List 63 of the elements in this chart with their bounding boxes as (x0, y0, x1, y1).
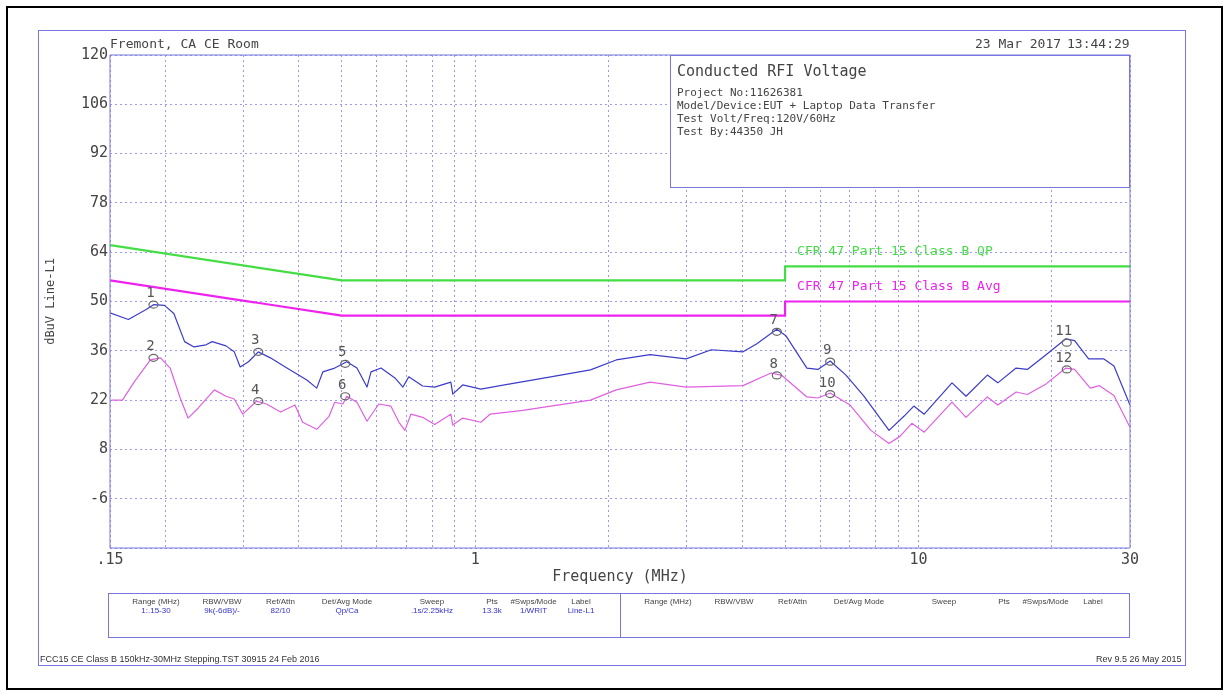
annotation: Project No:11626381 (677, 86, 804, 99)
y-tick-label: 22 (89, 389, 108, 408)
text: 23 Mar 2017 (975, 36, 1062, 51)
y-tick-label: 92 (89, 143, 108, 162)
annotation: 3 (251, 331, 260, 348)
text: Pts (485, 597, 499, 606)
text: #Swps/Mode (1021, 597, 1070, 606)
series-label: CFR 47 Part 15 Class B Avg (797, 278, 1001, 294)
text: Label (570, 597, 592, 606)
annotation: 2 (146, 337, 155, 354)
text: Rev 9.5 26 May 2015 (1096, 654, 1182, 664)
x-tick-label: 10 (909, 549, 928, 568)
text: Range (MHz) (131, 597, 181, 606)
text: RBW/VBW (201, 597, 243, 606)
text: Range (MHz) (643, 597, 693, 606)
y-axis-title: dBuV Line-L1 (43, 258, 58, 345)
text: Det/Avg Mode (832, 597, 886, 606)
text: Ref/Attn (265, 597, 296, 606)
text: .1s/2.25kHz (409, 606, 455, 615)
text: 9k(-6dB)/- (203, 606, 241, 615)
annotation: Test Volt/Freq:120V/60Hz (677, 112, 837, 125)
annotation: 5 (338, 343, 347, 360)
x-tick-label: 1 (470, 549, 480, 568)
text: Line-L1 (566, 606, 596, 615)
annotation: 4 (251, 380, 260, 397)
y-tick-label: -6 (89, 488, 108, 507)
x-axis-title: Frequency (MHz) (552, 566, 688, 585)
y-tick-label: 120 (80, 44, 108, 63)
text: Label (1082, 597, 1104, 606)
text: Det/Avg Mode (320, 597, 374, 606)
y-tick-label: 50 (89, 291, 108, 310)
text: Sweep (418, 597, 446, 606)
text: Qp/Ca (334, 606, 360, 615)
x-tick-label: .15 (96, 549, 124, 568)
text: 1/WRIT (518, 606, 549, 615)
text: RBW/VBW (713, 597, 755, 606)
y-tick-label: 78 (89, 192, 108, 211)
annotation: 6 (338, 375, 347, 392)
series-label: CFR 47 Part 15 Class B QP (797, 243, 993, 259)
text: 13.3k (481, 606, 503, 615)
text: #Swps/Mode (509, 597, 558, 606)
y-tick-label: 8 (98, 439, 108, 458)
annotation: 12 (1055, 349, 1073, 366)
text: 13:44:29 (1067, 36, 1130, 51)
annotation: 8 (769, 355, 779, 372)
annotation: Model/Device:EUT + Laptop Data Transfer (677, 99, 937, 112)
y-tick-label: 36 (89, 340, 108, 359)
text: Ref/Attn (777, 597, 808, 606)
chart-title: Conducted RFI Voltage (677, 62, 867, 80)
x-tick-label: 30 (1120, 549, 1140, 568)
text: Fremont, CA CE Room (110, 36, 259, 51)
annotation: 10 (818, 373, 836, 390)
y-tick-label: 106 (80, 94, 108, 113)
text: Pts (997, 597, 1011, 606)
text: Sweep (930, 597, 958, 606)
annotation: Test By:44350 JH (677, 125, 784, 138)
y-tick-label: 64 (89, 242, 108, 261)
text: 82/10 (269, 606, 292, 615)
annotation: 1 (146, 284, 155, 301)
annotation: 11 (1055, 322, 1073, 339)
text: FCC15 CE Class B 150kHz-30MHz Stepping.TST 30915 24 Feb 2016 (40, 654, 320, 664)
annotation: 9 (822, 341, 832, 358)
text: 1:.15-30 (140, 606, 172, 615)
